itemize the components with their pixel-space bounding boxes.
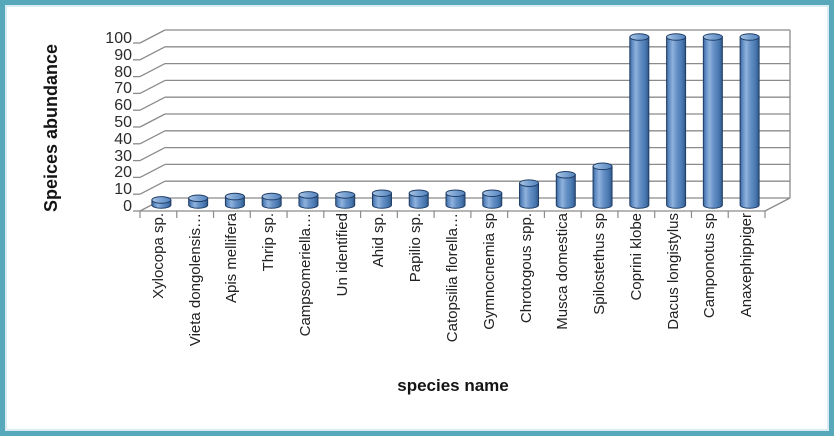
y-axis-title-text: Speices abundance — [41, 43, 61, 212]
bar-cap-anaxephippiger — [739, 33, 760, 41]
x-category-label-text: Anaxephippiger — [738, 213, 756, 318]
bar-cap-catopsilia-florella — [445, 189, 466, 198]
gridline-depth-connector — [139, 147, 166, 162]
gridline-depth-connector — [139, 63, 166, 78]
gridline-depth-connector — [139, 79, 166, 94]
y-tick-label-50: 50 — [114, 114, 132, 131]
x-category-label: Un identified — [334, 213, 351, 296]
bar-cap-gymnocnemia-sp — [482, 189, 503, 198]
x-category-label-text: Thrip sp. — [260, 213, 278, 272]
x-category-label-text: Papilio sp. — [407, 213, 425, 283]
bar-body-chrotogous-spp — [519, 182, 540, 209]
bar-body-musca-domestica — [555, 174, 576, 209]
bar-cap-xylocopa-sp — [151, 196, 172, 204]
x-axis-title: species name — [397, 376, 509, 395]
x-category-label-text: Un identified — [333, 213, 351, 297]
bar-body-spilostethus-sp — [592, 165, 613, 209]
bar-cap-vieta-dongolensis — [188, 194, 209, 203]
y-tick-label-80: 80 — [114, 63, 132, 81]
gridline-depth-connector — [139, 96, 166, 111]
x-category-label: Xylocopa sp. — [150, 213, 167, 299]
bar-cap-campsomeriella — [298, 191, 319, 199]
x-category-label-text: Xylocopa sp. — [149, 213, 167, 299]
x-category-label: Spilostethus sp — [591, 213, 608, 315]
bar-body-anaxephippiger — [739, 36, 760, 209]
bar-cap-apis-mellifera — [224, 192, 245, 201]
x-category-label: Papilio sp. — [407, 213, 424, 282]
bar-cap-coprini-klobe — [629, 33, 650, 41]
x-category-label-text: Campsomeriella… — [296, 213, 314, 337]
bar-cap-ahid-sp — [371, 189, 392, 198]
x-category-label: Catopsilia florella… — [444, 213, 461, 342]
x-category-label: Apis mellifera — [223, 213, 240, 303]
y-tick-label-60: 60 — [114, 97, 132, 115]
bar-cap-papilio-sp — [408, 189, 429, 198]
gridline-depth-connector — [139, 163, 166, 178]
x-category-label: Thrip sp. — [260, 213, 277, 271]
x-category-label-text: Chrotogous spp. — [517, 213, 535, 324]
x-category-label: Camponotus sp — [701, 213, 718, 318]
gridline-depth-connector — [139, 113, 166, 128]
x-category-label-text: Musca domestica — [554, 213, 572, 330]
x-category-label-text: Camponotus sp — [701, 213, 719, 319]
bar-cap-musca-domestica — [555, 170, 576, 179]
bar-cap-chrotogous-spp — [519, 179, 540, 187]
x-category-label-text: Vieta dongolensis… — [186, 213, 204, 347]
gridline-depth-connector — [139, 130, 166, 145]
bar-cap-spilostethus-sp — [592, 162, 613, 171]
x-category-label-text: Dacus longistylus — [664, 213, 682, 330]
y-tick-label-100: 100 — [105, 30, 132, 47]
y-tick-label-20: 20 — [114, 164, 132, 182]
x-category-label-text: Ahid sp. — [370, 213, 388, 268]
x-category-label-text: Coprini klobe — [627, 213, 645, 301]
y-tick-label-30: 30 — [114, 147, 132, 165]
bar-body-dacus-longistylus — [666, 36, 687, 209]
floor-right-edge — [764, 197, 791, 212]
bar-cap-dacus-longistylus — [666, 33, 687, 41]
y-tick-label-90: 90 — [114, 46, 132, 64]
bar-body-papilio-sp — [408, 192, 429, 209]
x-category-label-text: Spilostethus sp — [591, 213, 609, 315]
x-category-label: Musca domestica — [554, 213, 571, 330]
bar-cap-un-identified — [335, 191, 356, 199]
x-category-label: Anaxephippiger — [738, 213, 755, 317]
y-tick-label-0: 0 — [123, 198, 132, 215]
bar-body-gymnocnemia-sp — [482, 192, 503, 209]
bar-body-ahid-sp — [371, 192, 392, 209]
gridline-depth-connector — [139, 180, 166, 195]
x-category-label: Chrotogous spp. — [518, 213, 535, 323]
bar-cap-camponotus-sp — [702, 33, 723, 41]
y-tick-label-10: 10 — [114, 181, 132, 199]
x-category-label-text: Apis mellifera — [223, 213, 241, 304]
gridline-depth-connector — [139, 29, 166, 44]
x-category-label: Gymnocnemia sp — [481, 213, 498, 330]
x-category-label: Campsomeriella… — [297, 213, 314, 336]
y-tick-label-70: 70 — [114, 80, 132, 98]
x-category-label: Coprini klobe — [628, 213, 645, 301]
x-category-label-text: Gymnocnemia sp — [480, 213, 498, 330]
bar-body-camponotus-sp — [702, 36, 723, 209]
bar-body-catopsilia-florella — [445, 192, 466, 209]
x-category-label: Vieta dongolensis… — [187, 213, 204, 346]
x-category-label: Ahid sp. — [370, 213, 387, 267]
x-category-label: Dacus longistylus — [665, 213, 682, 330]
gridline-depth-connector — [139, 46, 166, 61]
y-tick-label-40: 40 — [114, 130, 132, 148]
bar-cap-thrip-sp — [261, 192, 282, 201]
x-category-label-text: Catopsilia florella… — [444, 213, 461, 343]
bar-body-coprini-klobe — [629, 36, 650, 209]
